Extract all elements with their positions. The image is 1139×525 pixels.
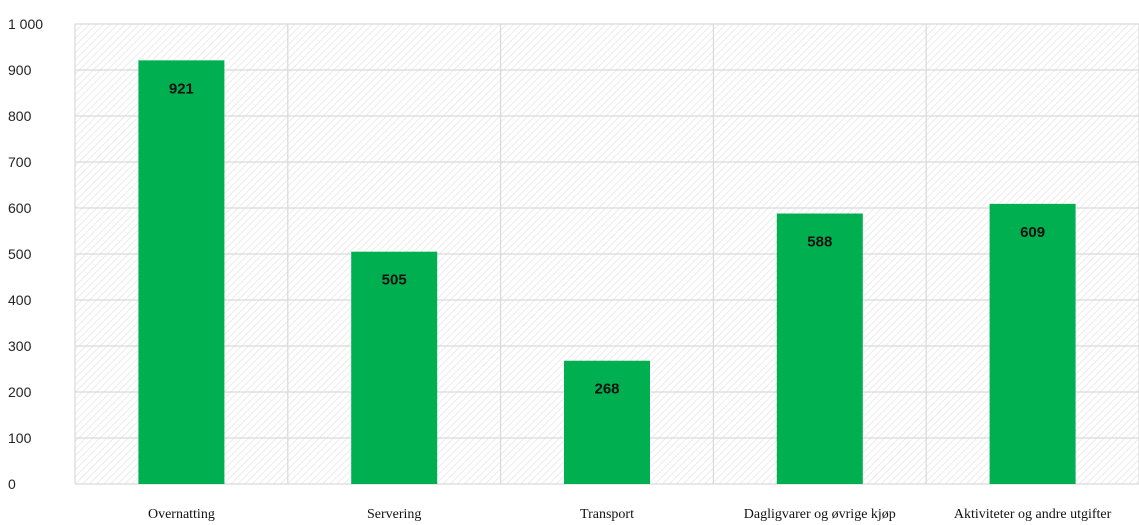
data-label: 505: [382, 272, 407, 289]
bar: [138, 60, 225, 485]
data-label: 609: [1020, 224, 1045, 241]
x-tick-label: Overnatting: [148, 507, 215, 522]
x-tick-label: Dagligvarer og øvrige kjøp: [744, 507, 896, 522]
y-tick-label: 700: [8, 154, 32, 170]
y-tick-label: 200: [8, 384, 32, 400]
x-tick-label: Aktiviteter og andre utgifter: [954, 507, 1112, 522]
y-tick-label: 800: [8, 108, 32, 124]
bar: [776, 213, 863, 484]
y-tick-label: 100: [8, 430, 32, 446]
y-tick-label: 500: [8, 246, 32, 262]
data-label: 921: [169, 80, 194, 97]
data-label: 588: [807, 234, 832, 251]
bar: [351, 251, 438, 484]
y-tick-label: 0: [8, 476, 16, 492]
bar: [564, 360, 650, 484]
x-tick-label: Servering: [367, 507, 421, 522]
data-label: 268: [594, 381, 619, 398]
x-tick-label: Transport: [580, 507, 634, 522]
y-tick-label: 1 000: [8, 16, 43, 32]
y-tick-label: 300: [8, 338, 32, 354]
bar: [989, 203, 1076, 485]
y-tick-label: 400: [8, 292, 32, 308]
y-tick-label: 900: [8, 62, 32, 78]
y-tick-label: 600: [8, 200, 32, 216]
